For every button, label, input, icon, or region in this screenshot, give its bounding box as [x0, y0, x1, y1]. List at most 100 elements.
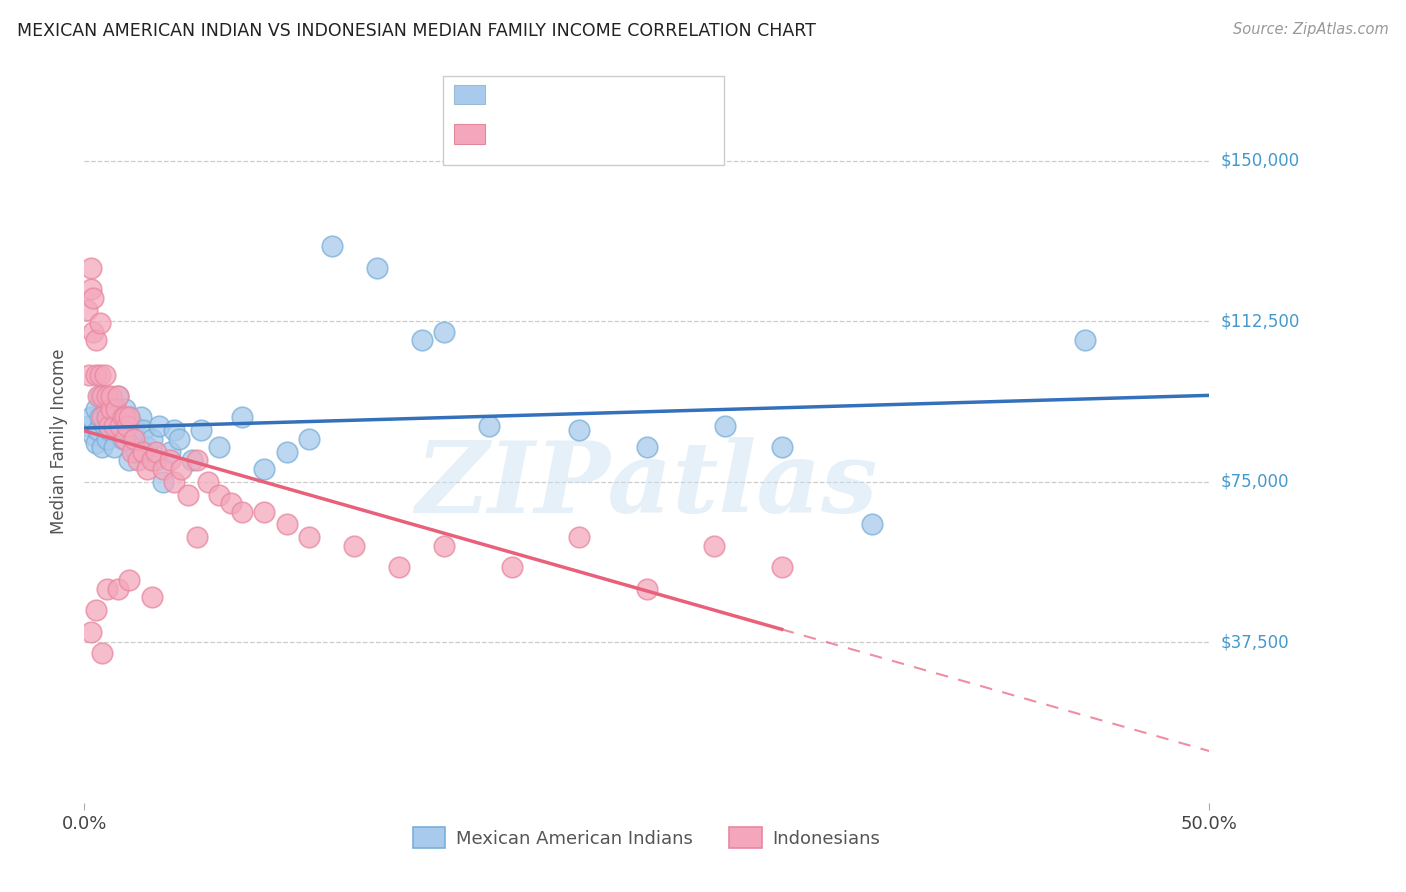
Point — [114, 401, 136, 416]
Point — [100, 401, 122, 416]
Point — [80, 260, 103, 275]
Point — [87, 389, 110, 403]
Point — [703, 539, 725, 553]
Point — [433, 539, 456, 553]
Point — [122, 432, 145, 446]
Point — [104, 419, 127, 434]
Point — [145, 453, 167, 467]
Point — [770, 560, 793, 574]
Point — [110, 419, 132, 434]
Point — [714, 419, 737, 434]
Point — [82, 427, 104, 442]
Text: ZIPatlas: ZIPatlas — [416, 437, 877, 533]
Point — [197, 475, 219, 489]
Point — [96, 410, 118, 425]
Legend: Mexican American Indians, Indonesians: Mexican American Indians, Indonesians — [406, 820, 887, 855]
Text: N =: N = — [593, 124, 624, 142]
Text: 0.078: 0.078 — [534, 85, 586, 103]
Point — [132, 423, 155, 437]
Point — [208, 487, 231, 501]
Point — [80, 410, 103, 425]
Point — [141, 591, 163, 605]
Point — [186, 453, 208, 467]
Point — [770, 441, 793, 455]
Point — [186, 530, 208, 544]
Point — [132, 444, 155, 458]
Point — [122, 419, 145, 434]
Point — [136, 441, 159, 455]
Point — [91, 389, 114, 403]
Point — [84, 401, 107, 416]
Point — [177, 487, 200, 501]
Point — [118, 453, 141, 467]
Point — [568, 530, 591, 544]
Point — [107, 389, 129, 403]
Point — [96, 389, 118, 403]
Point — [170, 462, 193, 476]
Point — [125, 444, 148, 458]
Point — [163, 475, 186, 489]
Point — [93, 368, 115, 382]
Text: R =: R = — [494, 85, 524, 103]
Text: N =: N = — [593, 85, 624, 103]
Point — [118, 410, 141, 425]
Point — [343, 539, 366, 553]
Point — [181, 453, 204, 467]
Point — [433, 325, 456, 339]
Point — [98, 419, 121, 434]
Text: -0.330: -0.330 — [530, 124, 589, 142]
Point — [298, 432, 321, 446]
Point — [100, 389, 122, 403]
Point — [93, 419, 115, 434]
Point — [145, 444, 167, 458]
Point — [501, 560, 523, 574]
Point — [96, 401, 118, 416]
Point — [121, 444, 143, 458]
Point — [159, 444, 181, 458]
Point — [167, 432, 190, 446]
Point — [231, 410, 253, 425]
Point — [321, 239, 343, 253]
Text: $75,000: $75,000 — [1220, 473, 1289, 491]
Point — [478, 419, 501, 434]
Point — [152, 475, 174, 489]
Point — [141, 432, 163, 446]
Point — [89, 410, 111, 425]
Text: $150,000: $150,000 — [1220, 152, 1299, 169]
Point — [89, 316, 111, 330]
Point — [208, 441, 231, 455]
Point — [110, 410, 132, 425]
Point — [860, 517, 883, 532]
Point — [91, 441, 114, 455]
Point — [111, 432, 134, 446]
Point — [190, 423, 212, 437]
Point — [96, 432, 118, 446]
Point — [118, 410, 141, 425]
Point — [82, 291, 104, 305]
Text: MEXICAN AMERICAN INDIAN VS INDONESIAN MEDIAN FAMILY INCOME CORRELATION CHART: MEXICAN AMERICAN INDIAN VS INDONESIAN ME… — [17, 22, 815, 40]
Point — [104, 401, 127, 416]
Point — [136, 462, 159, 476]
Point — [89, 389, 111, 403]
Point — [80, 282, 103, 296]
Point — [276, 517, 298, 532]
Point — [91, 646, 114, 660]
Point — [114, 410, 136, 425]
Point — [84, 436, 107, 450]
Point — [411, 334, 433, 348]
Point — [84, 368, 107, 382]
Point — [276, 444, 298, 458]
Point — [82, 325, 104, 339]
Point — [253, 505, 276, 519]
Point — [77, 368, 100, 382]
Text: 55: 55 — [633, 85, 655, 103]
Point — [231, 505, 253, 519]
Point — [103, 441, 125, 455]
Point — [114, 432, 136, 446]
Point — [96, 582, 118, 596]
Text: Source: ZipAtlas.com: Source: ZipAtlas.com — [1233, 22, 1389, 37]
Point — [253, 462, 276, 476]
Point — [84, 603, 107, 617]
Point — [219, 496, 242, 510]
Point — [91, 410, 114, 425]
